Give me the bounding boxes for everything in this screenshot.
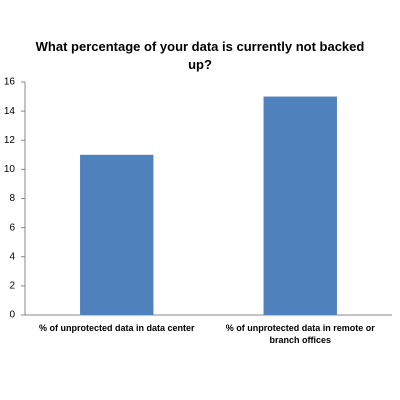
y-tick-label: 8 — [9, 193, 15, 204]
y-tick-label: 12 — [4, 135, 16, 146]
bar — [263, 96, 337, 315]
y-tick-label: 2 — [9, 281, 15, 292]
y-tick-label: 16 — [4, 77, 16, 88]
y-tick-label: 0 — [9, 310, 15, 321]
x-tick-label: % of unprotected data in data center — [38, 323, 195, 333]
y-tick-label: 4 — [9, 251, 15, 262]
chart-title: What percentage of your data is currentl… — [35, 39, 365, 72]
bar — [80, 154, 154, 315]
y-tick-label: 6 — [9, 222, 15, 233]
y-tick-label: 10 — [4, 164, 16, 175]
y-tick-label: 14 — [4, 106, 16, 117]
x-tick-label: % of unprotected data in remote or branc… — [225, 323, 375, 345]
